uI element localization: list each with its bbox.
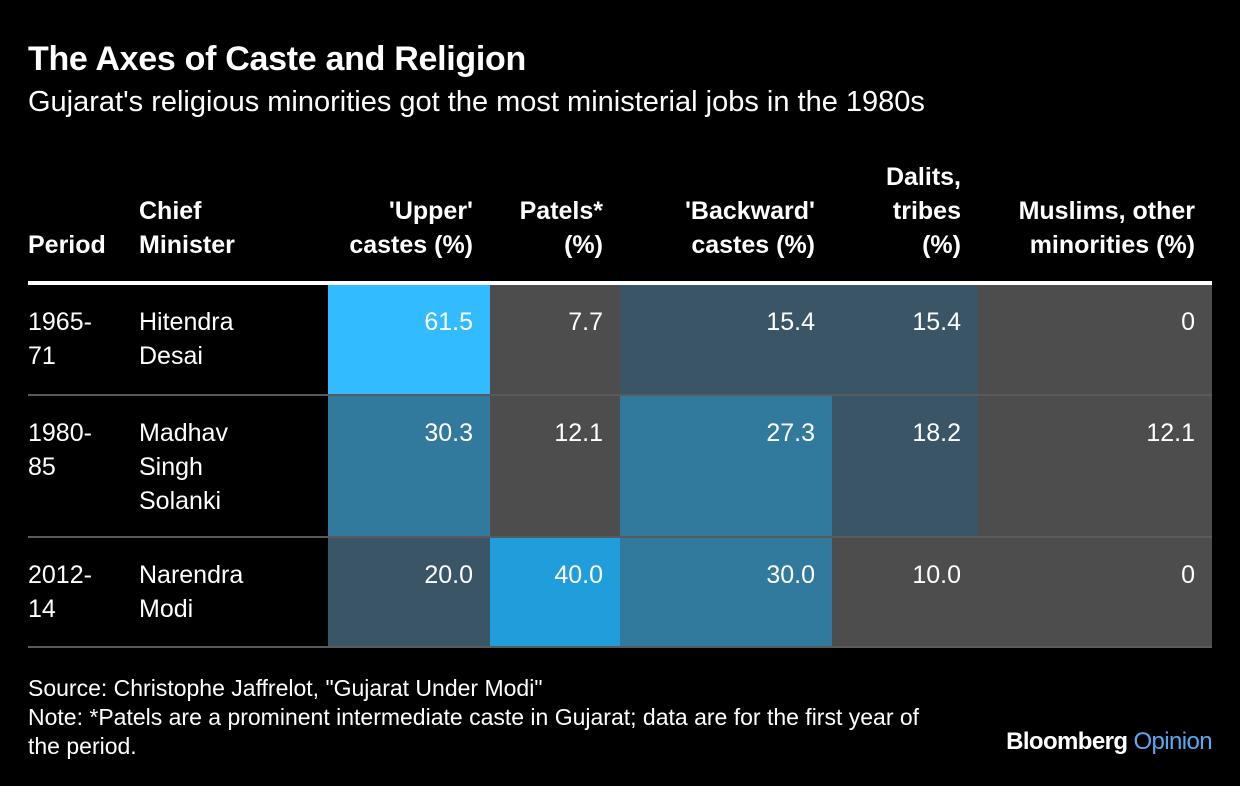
value-cell: 0 bbox=[978, 538, 1212, 646]
value-cell: 40.0 bbox=[490, 538, 620, 646]
column-header: Patels* (%) bbox=[519, 197, 603, 259]
logo-section: Opinion bbox=[1133, 728, 1212, 755]
value-cell: 12.1 bbox=[978, 396, 1212, 536]
value-cell: 15.4 bbox=[832, 285, 978, 394]
column-header: Period bbox=[28, 231, 106, 259]
period-cell: 2012- 14 bbox=[28, 561, 92, 623]
period-cell: 1980- 85 bbox=[28, 419, 92, 481]
column-header: Muslims, other minorities (%) bbox=[1018, 197, 1195, 259]
value-cell: 7.7 bbox=[490, 285, 620, 394]
row-divider bbox=[28, 394, 1212, 396]
column-header: Dalits, tribes (%) bbox=[885, 163, 961, 259]
footnote: Note: *Patels are a prominent intermedia… bbox=[28, 704, 920, 759]
value-cell: 10.0 bbox=[832, 538, 978, 646]
column-header: 'Upper' castes (%) bbox=[349, 197, 473, 259]
value-cell: 30.0 bbox=[620, 538, 832, 646]
header-rule bbox=[28, 281, 1212, 285]
chart-title: The Axes of Caste and Religion bbox=[28, 40, 526, 78]
chief-minister-cell: Hitendra Desai bbox=[139, 308, 234, 370]
logo-brand: Bloomberg bbox=[1006, 728, 1128, 755]
row-divider bbox=[28, 646, 1212, 648]
chart-subtitle: Gujarat's religious minorities got the m… bbox=[28, 86, 925, 118]
value-cell: 15.4 bbox=[620, 285, 832, 394]
column-header: 'Backward' castes (%) bbox=[684, 197, 815, 259]
column-header: Chief Minister bbox=[139, 197, 235, 259]
value-cell: 18.2 bbox=[832, 396, 978, 536]
chief-minister-cell: Madhav Singh Solanki bbox=[139, 419, 228, 515]
value-cell: 0 bbox=[978, 285, 1212, 394]
period-cell: 1965- 71 bbox=[28, 308, 92, 370]
row-divider bbox=[28, 536, 1212, 538]
value-cell: 27.3 bbox=[620, 396, 832, 536]
value-cell: 30.3 bbox=[328, 396, 490, 536]
bloomberg-opinion-logo: Bloomberg Opinion bbox=[1006, 728, 1212, 756]
source-note: Source: Christophe Jaffrelot, "Gujarat U… bbox=[28, 675, 543, 701]
value-cell: 61.5 bbox=[328, 285, 490, 394]
chief-minister-cell: Narendra Modi bbox=[139, 561, 244, 623]
value-cell: 12.1 bbox=[490, 396, 620, 536]
value-cell: 20.0 bbox=[328, 538, 490, 646]
